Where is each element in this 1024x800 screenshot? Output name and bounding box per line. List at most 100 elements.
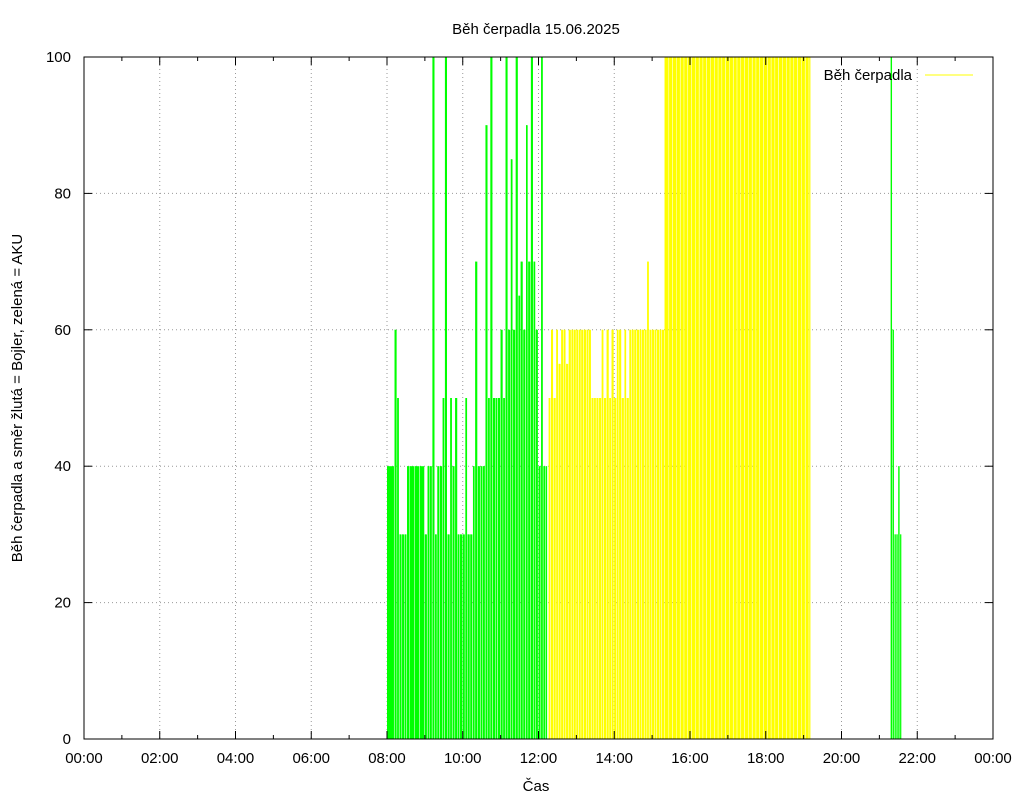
data-bar xyxy=(515,57,518,739)
data-bar xyxy=(581,329,584,739)
y-axis-label: Běh čerpadla a směr žlutá = Bojler, zele… xyxy=(9,234,26,563)
y-tick-label: 40 xyxy=(54,458,71,475)
data-bar xyxy=(543,466,546,739)
x-tick-label: 20:00 xyxy=(823,750,861,767)
y-tick-label: 100 xyxy=(46,49,71,66)
y-tick-label: 20 xyxy=(54,595,71,612)
data-bar xyxy=(714,57,718,739)
data-bar xyxy=(475,261,478,739)
data-bar xyxy=(394,329,397,739)
data-bar xyxy=(604,398,607,739)
data-bar xyxy=(576,329,579,739)
data-bar xyxy=(661,329,665,739)
y-tick-label: 80 xyxy=(54,185,71,202)
data-bar xyxy=(771,57,775,739)
data-bar xyxy=(756,57,760,739)
data-bar xyxy=(553,398,556,739)
data-bar xyxy=(748,57,752,739)
data-bar xyxy=(699,57,703,739)
data-bar xyxy=(621,398,624,739)
x-axis-label: Čas xyxy=(523,778,550,795)
data-bar xyxy=(550,329,554,739)
data-bar xyxy=(591,398,594,739)
data-bar xyxy=(528,261,531,739)
data-bar xyxy=(444,57,447,739)
data-bar xyxy=(561,329,564,739)
data-bar xyxy=(797,57,802,739)
data-bar xyxy=(790,57,794,739)
legend: Běh čerpadla xyxy=(824,67,973,84)
data-bar xyxy=(794,57,798,739)
data-bar xyxy=(629,329,632,739)
data-bar xyxy=(636,329,640,739)
data-bar xyxy=(649,329,652,739)
data-bar xyxy=(626,398,629,739)
data-bar xyxy=(437,466,440,739)
data-bar xyxy=(725,57,730,739)
data-bar xyxy=(786,57,790,739)
data-bar xyxy=(652,329,655,739)
data-bar xyxy=(407,466,410,739)
data-bar xyxy=(722,57,726,739)
data-bar xyxy=(707,57,711,739)
data-bar xyxy=(596,398,599,739)
data-bar xyxy=(513,329,516,739)
data-bar xyxy=(669,57,673,739)
data-bar xyxy=(767,57,771,739)
data-bar xyxy=(535,329,538,739)
data-bar xyxy=(493,398,496,739)
data-bar xyxy=(741,57,745,739)
data-bar xyxy=(500,329,503,739)
data-bar xyxy=(657,329,660,739)
data-bar xyxy=(429,466,432,739)
data-bar xyxy=(508,329,511,739)
data-bar xyxy=(744,57,749,739)
data-bar xyxy=(763,57,768,739)
data-bar xyxy=(530,57,533,739)
x-tick-label: 12:00 xyxy=(520,750,558,767)
data-bars xyxy=(387,57,902,740)
x-tick-label: 00:00 xyxy=(974,750,1012,767)
data-bar xyxy=(414,466,420,739)
data-bar xyxy=(641,329,644,739)
legend-label: Běh čerpadla xyxy=(824,67,913,84)
data-bar xyxy=(424,534,427,739)
x-tick-label: 22:00 xyxy=(898,750,936,767)
x-tick-label: 04:00 xyxy=(217,750,255,767)
data-bar xyxy=(447,534,450,739)
data-bar xyxy=(583,329,587,739)
data-bar xyxy=(558,363,561,739)
data-bar xyxy=(805,57,809,739)
x-tick-label: 00:00 xyxy=(65,750,103,767)
data-bar xyxy=(490,57,493,739)
data-bar xyxy=(752,57,756,739)
data-bar xyxy=(455,398,458,739)
data-bar xyxy=(710,57,715,739)
data-bar xyxy=(672,57,677,739)
data-bar xyxy=(568,329,571,739)
data-bar xyxy=(680,57,684,739)
data-bar xyxy=(634,329,637,739)
data-bar xyxy=(399,534,402,739)
data-bar xyxy=(520,261,523,739)
data-bar xyxy=(779,57,783,739)
data-bar xyxy=(460,534,463,739)
data-bar xyxy=(733,57,737,739)
data-bar xyxy=(505,57,508,739)
data-bar xyxy=(782,57,786,739)
x-tick-label: 10:00 xyxy=(444,750,482,767)
data-bar xyxy=(588,329,591,739)
data-bar xyxy=(644,329,647,739)
data-bar xyxy=(462,534,465,739)
data-bar xyxy=(452,466,455,739)
data-bar xyxy=(688,57,692,739)
data-bar xyxy=(470,534,473,739)
data-bar xyxy=(485,125,488,739)
data-bar xyxy=(703,57,707,739)
data-bar xyxy=(566,363,569,739)
data-bar xyxy=(775,57,779,739)
data-bar xyxy=(497,398,501,739)
data-bar xyxy=(737,57,741,739)
chart-title: Běh čerpadla 15.06.2025 xyxy=(452,21,620,38)
data-bar xyxy=(523,329,526,739)
